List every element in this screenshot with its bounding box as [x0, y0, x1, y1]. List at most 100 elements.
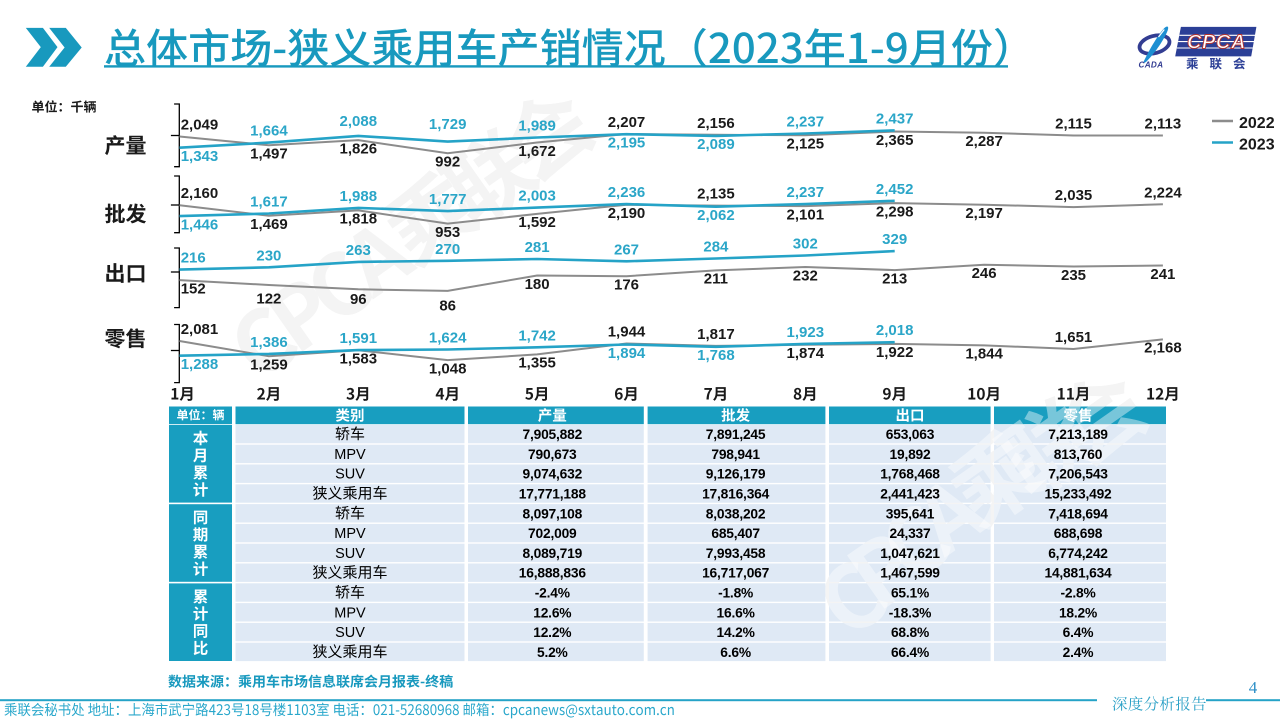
- svg-text:1,469: 1,469: [250, 216, 288, 233]
- svg-text:1,664: 1,664: [250, 123, 288, 140]
- svg-text:813,760: 813,760: [1054, 447, 1103, 462]
- svg-text:1,742: 1,742: [518, 327, 556, 344]
- svg-text:7,993,458: 7,993,458: [706, 546, 766, 561]
- svg-text:2,160: 2,160: [181, 185, 219, 202]
- svg-text:2,081: 2,081: [181, 321, 219, 338]
- svg-text:798,941: 798,941: [711, 447, 760, 462]
- svg-text:1,048: 1,048: [429, 360, 467, 377]
- svg-text:685,407: 685,407: [711, 526, 760, 541]
- svg-text:2,062: 2,062: [697, 207, 735, 224]
- svg-text:2,452: 2,452: [876, 181, 914, 198]
- svg-text:2,224: 2,224: [1144, 184, 1182, 201]
- svg-text:1,989: 1,989: [518, 118, 556, 135]
- svg-text:-1.8%: -1.8%: [718, 586, 753, 601]
- svg-text:2,018: 2,018: [876, 322, 914, 339]
- svg-text:15,233,492: 15,233,492: [1044, 487, 1112, 502]
- svg-text:1,922: 1,922: [876, 344, 914, 361]
- svg-text:2,190: 2,190: [608, 205, 646, 222]
- svg-text:1,583: 1,583: [340, 351, 378, 368]
- svg-text:17,771,188: 17,771,188: [519, 487, 587, 502]
- svg-text:66.4%: 66.4%: [891, 645, 929, 660]
- svg-text:702,009: 702,009: [528, 526, 577, 541]
- svg-text:1,288: 1,288: [181, 356, 219, 373]
- svg-text:2,365: 2,365: [876, 132, 914, 149]
- svg-text:241: 241: [1150, 266, 1175, 283]
- svg-text:8,097,108: 8,097,108: [523, 506, 583, 521]
- svg-text:2,035: 2,035: [1055, 187, 1093, 204]
- svg-text:1,355: 1,355: [518, 355, 556, 372]
- svg-text:1,672: 1,672: [518, 143, 556, 160]
- svg-text:CADA: CADA: [1139, 60, 1164, 69]
- svg-text:7,905,882: 7,905,882: [523, 427, 583, 442]
- svg-text:1,386: 1,386: [250, 334, 288, 351]
- svg-text:SUV: SUV: [335, 546, 365, 562]
- svg-text:1,894: 1,894: [608, 345, 646, 362]
- svg-text:1,259: 1,259: [250, 357, 288, 374]
- svg-text:1,467,599: 1,467,599: [880, 566, 940, 581]
- svg-text:1,826: 1,826: [340, 140, 378, 157]
- svg-text:1,874: 1,874: [787, 345, 825, 362]
- svg-text:688,698: 688,698: [1054, 526, 1103, 541]
- svg-text:2,003: 2,003: [518, 188, 556, 205]
- svg-text:-2.8%: -2.8%: [1060, 586, 1095, 601]
- svg-text:1,343: 1,343: [181, 148, 219, 165]
- svg-text:12.6%: 12.6%: [533, 605, 571, 620]
- svg-text:16,717,067: 16,717,067: [702, 566, 770, 581]
- svg-text:1,844: 1,844: [965, 346, 1003, 363]
- svg-text:17,816,364: 17,816,364: [702, 487, 770, 502]
- svg-text:1,591: 1,591: [340, 330, 378, 347]
- svg-text:2,088: 2,088: [340, 113, 378, 130]
- svg-text:122: 122: [256, 290, 281, 307]
- svg-text:267: 267: [614, 241, 639, 258]
- svg-text:96: 96: [350, 291, 367, 308]
- svg-text:1,777: 1,777: [429, 191, 467, 208]
- svg-text:1,923: 1,923: [787, 324, 825, 341]
- svg-text:2,125: 2,125: [787, 136, 825, 153]
- svg-text:1,768: 1,768: [697, 347, 735, 364]
- svg-text:7,206,543: 7,206,543: [1048, 467, 1108, 482]
- svg-text:2,437: 2,437: [876, 110, 914, 127]
- svg-text:-2.4%: -2.4%: [535, 586, 570, 601]
- svg-text:2,101: 2,101: [787, 206, 825, 223]
- svg-text:1,446: 1,446: [181, 216, 219, 233]
- svg-text:8,089,719: 8,089,719: [523, 546, 583, 561]
- svg-text:2,115: 2,115: [1055, 116, 1092, 133]
- svg-text:281: 281: [525, 239, 550, 256]
- svg-text:4: 4: [1249, 678, 1258, 697]
- svg-text:230: 230: [256, 247, 281, 264]
- svg-text:14.2%: 14.2%: [717, 625, 755, 640]
- svg-text:2,168: 2,168: [1144, 340, 1182, 357]
- svg-text:176: 176: [614, 277, 639, 294]
- svg-text:1,768,468: 1,768,468: [880, 467, 940, 482]
- svg-text:2,237: 2,237: [787, 114, 825, 131]
- svg-text:MPV: MPV: [334, 605, 366, 621]
- svg-text:2,113: 2,113: [1145, 116, 1182, 133]
- svg-text:7,418,694: 7,418,694: [1048, 506, 1108, 521]
- svg-text:2023: 2023: [1239, 137, 1275, 154]
- svg-text:16.6%: 16.6%: [717, 605, 755, 620]
- svg-text:65.1%: 65.1%: [891, 586, 929, 601]
- svg-text:12.2%: 12.2%: [533, 625, 571, 640]
- svg-text:2.4%: 2.4%: [1063, 645, 1094, 660]
- svg-text:232: 232: [793, 267, 818, 284]
- svg-text:86: 86: [439, 298, 456, 315]
- svg-text:2,441,423: 2,441,423: [880, 487, 940, 502]
- svg-text:19,892: 19,892: [890, 447, 932, 462]
- svg-text:8,038,202: 8,038,202: [706, 506, 766, 521]
- svg-text:2,237: 2,237: [787, 184, 825, 201]
- svg-text:2,236: 2,236: [608, 184, 646, 201]
- svg-text:1,624: 1,624: [429, 330, 467, 347]
- svg-text:6.6%: 6.6%: [720, 645, 751, 660]
- svg-text:1,592: 1,592: [518, 214, 556, 231]
- svg-text:SUV: SUV: [335, 467, 365, 483]
- svg-text:213: 213: [882, 270, 907, 287]
- svg-text:992: 992: [435, 154, 460, 171]
- svg-text:2,089: 2,089: [697, 136, 735, 153]
- svg-text:2,156: 2,156: [697, 115, 735, 132]
- svg-text:6.4%: 6.4%: [1063, 625, 1094, 640]
- svg-text:18.2%: 18.2%: [1059, 605, 1097, 620]
- svg-text:MPV: MPV: [334, 526, 366, 542]
- svg-text:329: 329: [882, 231, 907, 248]
- svg-text:-18.3%: -18.3%: [889, 605, 932, 620]
- svg-text:216: 216: [181, 250, 206, 267]
